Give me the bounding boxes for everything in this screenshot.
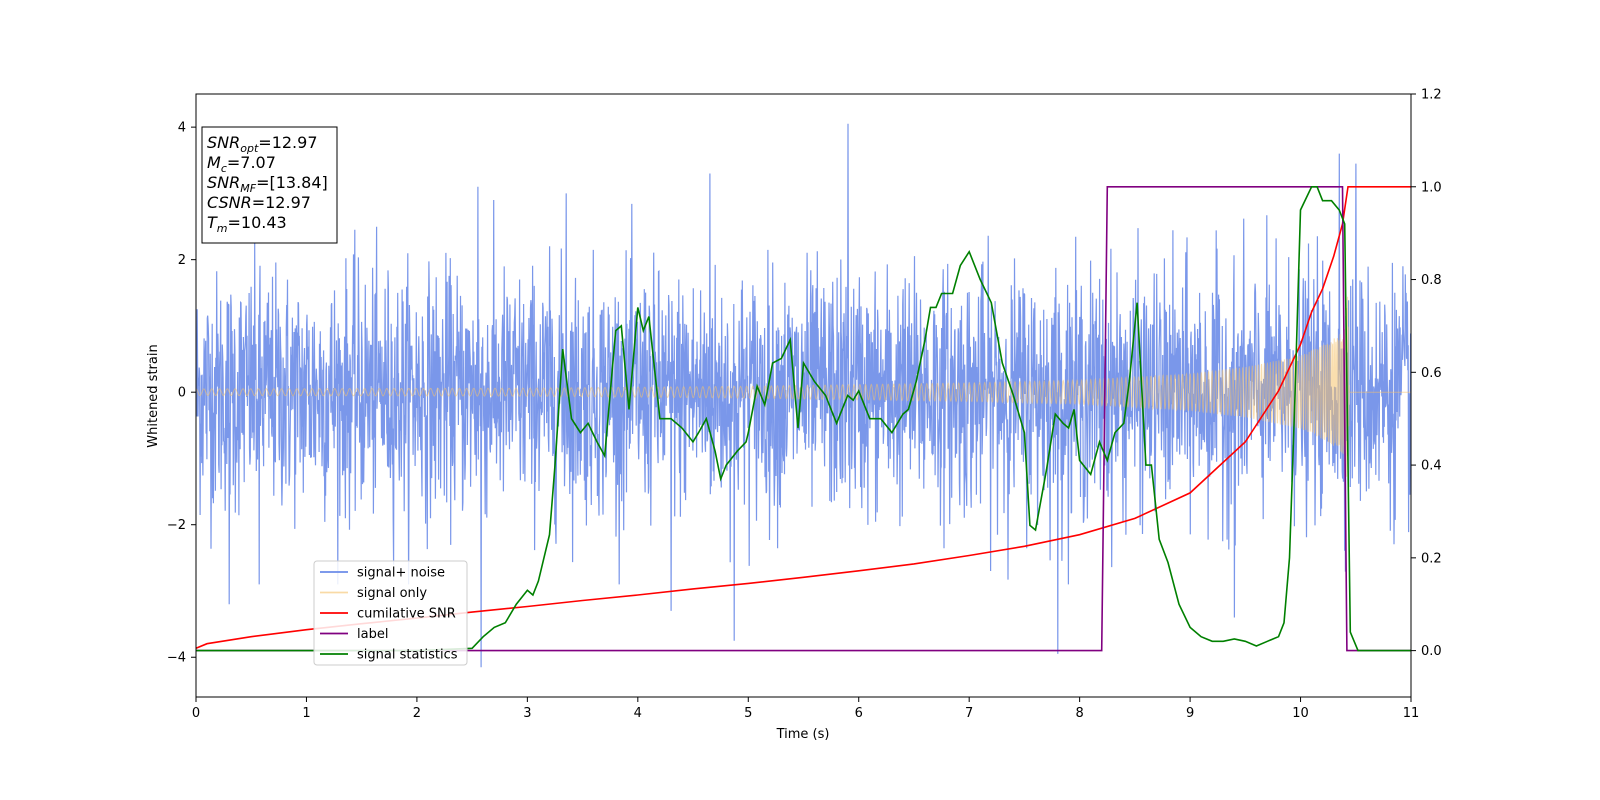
- y-left-tick-label: 0: [178, 386, 186, 401]
- y-left-tick-label: −4: [167, 651, 186, 666]
- x-axis: 0 1 2 3 4 5 6 7 8 9 10 11: [192, 697, 1419, 721]
- x-tick-label: 7: [965, 706, 973, 721]
- signal-statistics-line: [196, 186, 1411, 652]
- annotation-line: SNRMF=[13.84]: [207, 173, 328, 195]
- annotation-line: Tm=10.43: [207, 213, 287, 235]
- plot-frame: [195, 93, 1412, 698]
- y-right-tick-label: 0.8: [1421, 273, 1442, 288]
- x-tick-label: 9: [1186, 706, 1194, 721]
- right-y-axis: 1.2 1.0 0.8 0.6 0.4 0.2 0.0: [1411, 88, 1442, 659]
- x-axis-label: Time (s): [776, 727, 830, 742]
- x-tick-label: 2: [413, 706, 421, 721]
- y-left-tick-label: 2: [178, 253, 186, 268]
- x-tick-label: 5: [744, 706, 752, 721]
- annotation-line: SNRopt=12.97: [207, 133, 318, 155]
- y-right-tick-label: 0.6: [1421, 366, 1442, 381]
- x-tick-label: 0: [192, 706, 200, 721]
- legend-label: signal only: [357, 586, 427, 601]
- parameter-annotation-box: SNRopt=12.97Mc=7.07SNRMF=[13.84]CSNR=12.…: [201, 126, 338, 244]
- legend-label: label: [357, 627, 388, 642]
- legend-label: signal+ noise: [357, 566, 445, 581]
- y-right-tick-label: 0.0: [1421, 644, 1442, 659]
- signal-only-line: [196, 296, 1411, 489]
- x-tick-label: 1: [302, 706, 310, 721]
- y-right-tick-label: 0.4: [1421, 459, 1442, 474]
- left-y-axis: 4 2 0 −2 −4: [167, 121, 196, 666]
- x-tick-label: 3: [523, 706, 531, 721]
- legend-label: cumilative SNR: [357, 607, 456, 622]
- y-right-tick-label: 0.2: [1421, 551, 1442, 566]
- x-tick-label: 10: [1292, 706, 1309, 721]
- x-tick-label: 8: [1075, 706, 1083, 721]
- y-left-tick-label: −2: [167, 518, 186, 533]
- legend: signal+ noise signal only cumilative SNR la…: [313, 560, 468, 666]
- y-axis-label: Whitened strain: [146, 344, 161, 447]
- y-right-tick-label: 1.0: [1421, 180, 1442, 195]
- x-tick-label: 11: [1403, 706, 1420, 721]
- annotation-line: CSNR=12.97: [207, 193, 311, 212]
- y-left-tick-label: 4: [178, 121, 186, 136]
- x-tick-label: 6: [855, 706, 863, 721]
- y-right-tick-label: 1.2: [1421, 88, 1442, 103]
- x-tick-label: 4: [634, 706, 642, 721]
- annotation-line: Mc=7.07: [207, 153, 276, 175]
- legend-label: signal statistics: [357, 648, 458, 663]
